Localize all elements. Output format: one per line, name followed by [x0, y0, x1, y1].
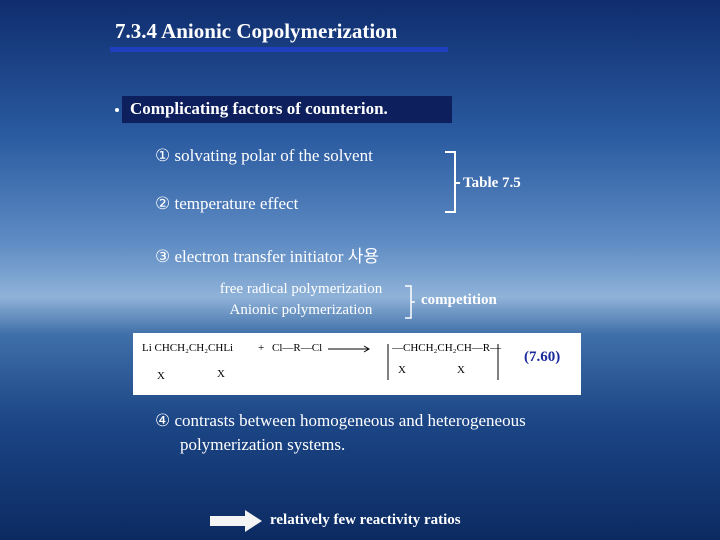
conclusion: relatively few reactivity ratios	[270, 512, 461, 528]
substituent: X	[398, 364, 406, 376]
bullet	[115, 108, 119, 112]
substituent: X	[217, 368, 225, 380]
product-brackets	[387, 344, 499, 380]
competing: free radical polymerization	[219, 281, 383, 297]
reactant: Li CHCH₂CH₂CHLi	[142, 342, 234, 354]
title-underline	[110, 47, 448, 52]
table-ref: Table 7.5	[463, 175, 521, 191]
bracket	[445, 151, 460, 213]
competing: Anionic polymerization	[229, 302, 373, 318]
arrow-icon	[210, 510, 262, 532]
item: ① solvating polar of the solvent	[155, 146, 373, 165]
item: ② temperature effect	[155, 194, 299, 213]
item: ④ contrasts between homogeneous and hete…	[155, 411, 526, 430]
competition-label: competition	[421, 292, 497, 308]
coreactant: Cl—R—Cl	[272, 342, 323, 354]
product: —CHCH₂CH₂CH—R—	[392, 342, 502, 354]
heading: Complicating factors of counterion.	[130, 99, 388, 118]
heading-box	[122, 96, 452, 123]
reaction-arrow-head	[363, 345, 370, 353]
title: 7.3.4 Anionic Copolymerization	[115, 19, 398, 43]
substituent: X	[157, 370, 165, 382]
bracket	[405, 285, 415, 319]
equation-number: (7.60)	[524, 349, 561, 365]
item: ③ electron transfer initiator 사용	[155, 247, 379, 266]
item: polymerization systems.	[180, 435, 346, 454]
equation-box	[133, 333, 581, 395]
substituent: X	[457, 364, 465, 376]
plus: +	[258, 342, 265, 354]
